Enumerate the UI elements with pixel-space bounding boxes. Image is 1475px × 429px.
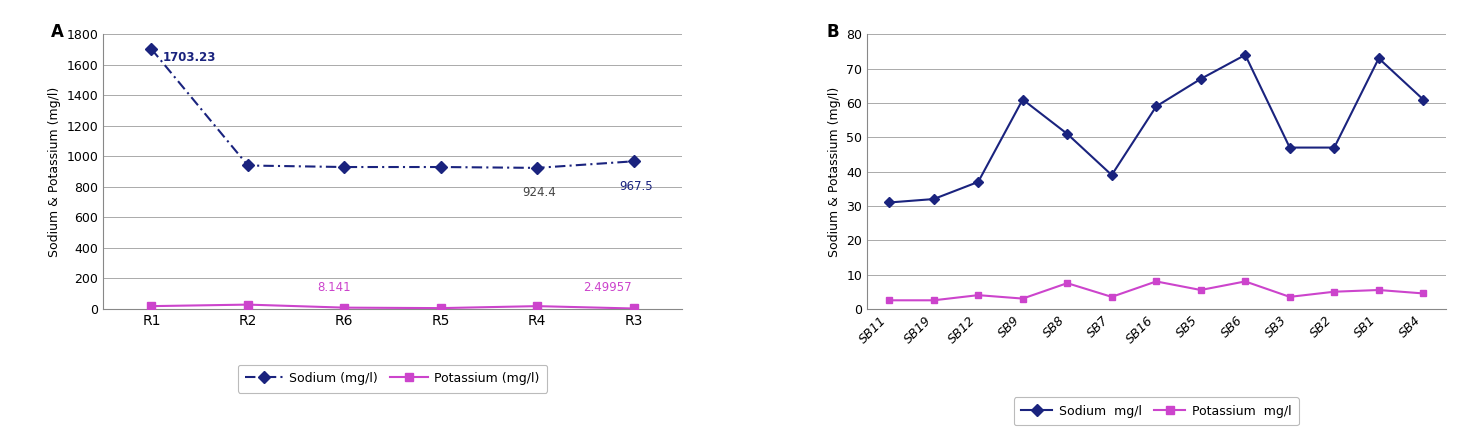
Text: 924.4: 924.4	[522, 186, 556, 199]
Y-axis label: Sodium & Potassium (mg/l): Sodium & Potassium (mg/l)	[827, 87, 841, 257]
Text: 2.49957: 2.49957	[584, 281, 633, 293]
Text: B: B	[826, 23, 839, 41]
Y-axis label: Sodium & Potassium (mg/l): Sodium & Potassium (mg/l)	[49, 87, 60, 257]
Legend: Sodium  mg/l, Potassium  mg/l: Sodium mg/l, Potassium mg/l	[1013, 398, 1299, 426]
Text: 8.141: 8.141	[317, 281, 351, 293]
Text: 967.5: 967.5	[620, 180, 653, 193]
Text: A: A	[52, 23, 63, 41]
Text: 1703.23: 1703.23	[164, 51, 217, 63]
Legend: Sodium (mg/l), Potassium (mg/l): Sodium (mg/l), Potassium (mg/l)	[237, 365, 547, 393]
